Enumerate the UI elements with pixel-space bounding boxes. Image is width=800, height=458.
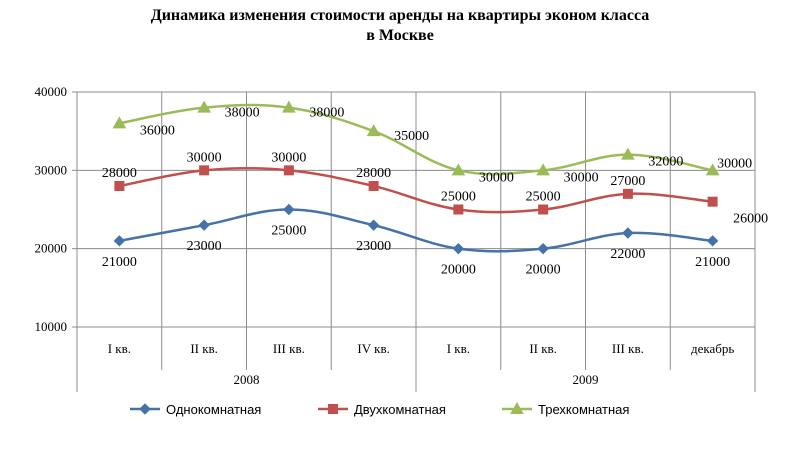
data-point-2-5: [453, 204, 464, 215]
data-label-1-3: 25000: [271, 224, 306, 239]
legend-marker-3: [510, 401, 524, 414]
x-tick-label: I кв.: [108, 341, 131, 356]
chart-title: Динамика изменения стоимости аренды на к…: [0, 6, 800, 46]
legend-label-3: Трехкомнатная: [538, 402, 629, 417]
data-label-2-4: 28000: [356, 166, 391, 181]
data-label-3-1: 36000: [140, 123, 175, 138]
x-tick-label: IV кв.: [357, 341, 389, 356]
data-label-2-3: 30000: [271, 150, 306, 165]
data-point-3-5: [451, 163, 466, 176]
series-markers: [112, 100, 720, 255]
x-tick-label: II кв.: [190, 341, 218, 356]
data-label-3-6: 30000: [564, 170, 599, 185]
data-point-2-7: [622, 188, 633, 199]
data-labels: 21000 23000 25000 23000 20000 20000 22000 21000…: [102, 106, 768, 278]
data-label-1-6: 20000: [526, 263, 561, 278]
legend-marker-1: [139, 403, 151, 415]
data-point-1-5: [452, 242, 465, 255]
data-point-2-4: [368, 181, 379, 191]
data-label-2-2: 30000: [187, 150, 222, 165]
chart-title-line1: Динамика изменения стоимости аренды на к…: [150, 7, 650, 24]
data-point-2-6: [538, 204, 549, 215]
data-label-2-6: 25000: [526, 190, 561, 205]
data-point-1-2: [198, 219, 210, 231]
data-label-1-8: 21000: [695, 255, 730, 270]
y-tick-label: 10000: [35, 319, 68, 334]
data-point-3-3: [282, 100, 296, 113]
data-label-2-8: 26000: [733, 212, 768, 227]
y-tick-label: 30000: [35, 162, 68, 177]
x-tick-label: II кв.: [529, 341, 557, 356]
x-group-label: 2008: [234, 372, 260, 387]
series-line-3: [119, 103, 713, 176]
data-point-1-7: [622, 227, 634, 239]
data-label-1-2: 23000: [187, 239, 222, 254]
data-point-1-1: [113, 235, 126, 247]
data-point-2-2: [199, 165, 210, 176]
series-line-2: [119, 166, 713, 214]
data-point-2-8: [707, 196, 718, 207]
data-label-3-3: 38000: [309, 106, 344, 121]
x-tick-label: III кв.: [273, 341, 305, 356]
data-label-3-7: 32000: [648, 155, 683, 170]
data-label-3-2: 38000: [225, 106, 260, 121]
x-tick-label: III кв.: [612, 341, 644, 356]
chart-legend: Однокомнатная Двухкомнатная Трехкомнатная: [130, 401, 629, 417]
data-point-3-7: [621, 147, 635, 160]
data-label-3-5: 30000: [479, 170, 514, 185]
y-tick-label: 20000: [35, 241, 68, 256]
data-point-3-6: [536, 163, 550, 176]
chart-axes: 10000 20000 30000 40000 I кв. II кв. III кв. IV…: [35, 84, 734, 392]
data-point-1-4: [367, 219, 380, 231]
y-tick-label: 40000: [35, 84, 68, 99]
data-label-3-4: 35000: [394, 129, 429, 144]
x-tick-label: I кв.: [447, 341, 470, 356]
data-label-1-5: 20000: [441, 263, 476, 278]
data-point-1-3: [283, 203, 295, 216]
data-label-1-1: 21000: [102, 255, 137, 270]
data-point-3-2: [197, 100, 211, 113]
chart-grid: [76, 91, 756, 392]
data-point-3-4: [366, 124, 381, 137]
data-label-3-8: 30000: [717, 156, 752, 171]
data-point-1-6: [537, 242, 549, 255]
data-label-2-7: 27000: [610, 174, 645, 189]
series-line-1: [119, 208, 713, 253]
data-label-2-1: 28000: [102, 166, 137, 181]
data-point-2-1: [114, 181, 125, 191]
legend-marker-2: [328, 404, 338, 414]
legend-label-2: Двухкомнатная: [354, 402, 446, 417]
legend-label-1: Однокомнатная: [166, 402, 261, 417]
x-group-label: 2009: [573, 372, 599, 387]
data-point-3-8: [705, 163, 720, 176]
data-label-1-4: 23000: [356, 239, 391, 254]
series-lines: [119, 103, 713, 253]
data-label-1-7: 22000: [610, 247, 645, 262]
chart-subtitle: в Москве: [366, 27, 434, 44]
data-point-1-8: [706, 235, 719, 247]
data-label-2-5: 25000: [441, 190, 476, 205]
x-tick-label: декабрь: [691, 341, 734, 356]
data-point-3-1: [112, 116, 127, 129]
data-point-2-3: [283, 165, 294, 176]
